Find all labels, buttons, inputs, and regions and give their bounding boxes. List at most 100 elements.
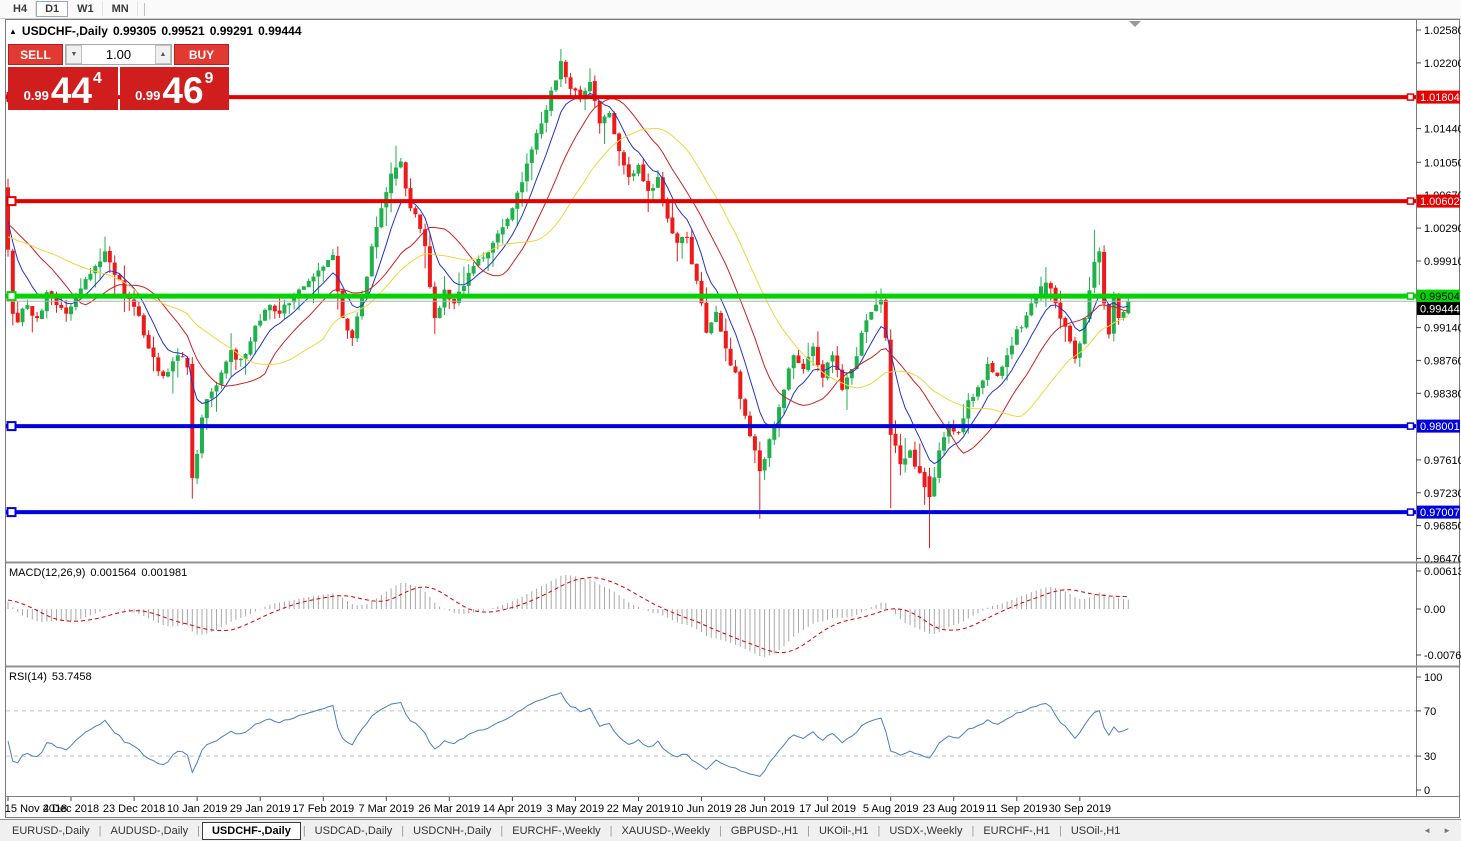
- tab-eurusd-daily[interactable]: EURUSD-,Daily: [12, 824, 90, 837]
- tab-separator: |: [197, 824, 200, 837]
- svg-text:0.99444: 0.99444: [1420, 304, 1460, 316]
- buy-price-display[interactable]: 0.99 46 9: [119, 67, 229, 110]
- ohlc-open: 0.99305: [112, 24, 157, 38]
- rsi-scale: 100 70 30 0: [1416, 672, 1442, 797]
- tab-separator: |: [500, 824, 504, 837]
- chart-shift-marker-icon: [1129, 21, 1141, 27]
- svg-text:0.97230: 0.97230: [1424, 488, 1461, 500]
- tab-audusd-daily[interactable]: AUDUSD-,Daily: [110, 824, 189, 837]
- timeframe-button-h4[interactable]: H4: [4, 1, 37, 17]
- svg-text:0.97007: 0.97007: [1420, 507, 1460, 519]
- svg-text:1.02580: 1.02580: [1424, 25, 1461, 37]
- svg-text:17 Jul 2019: 17 Jul 2019: [799, 803, 856, 815]
- svg-text:11 Sep 2019: 11 Sep 2019: [986, 803, 1048, 815]
- svg-text:1.02200: 1.02200: [1424, 58, 1461, 70]
- buy-button[interactable]: BUY: [174, 44, 229, 65]
- sell-price-pip: 4: [93, 70, 102, 87]
- chart-header: ▲ USDCHF-,Daily 0.99305 0.99521 0.99291 0.994…: [9, 24, 302, 38]
- svg-text:30: 30: [1424, 751, 1436, 763]
- tab-gbpusd-h1[interactable]: GBPUSD-,H1: [730, 824, 799, 837]
- svg-text:1.00290: 1.00290: [1424, 223, 1461, 235]
- timeframe-button-d1[interactable]: D1: [36, 1, 69, 17]
- timeframe-button-w1[interactable]: W1: [68, 1, 103, 17]
- candles-layer: [6, 49, 1131, 549]
- svg-text:5 Aug 2019: 5 Aug 2019: [863, 803, 919, 815]
- rsi-panel: [6, 692, 1416, 777]
- ma-slow-line: [7, 127, 1129, 418]
- svg-text:4 Dec 2018: 4 Dec 2018: [43, 803, 99, 815]
- tab-usdx-weekly[interactable]: USDX-,Weekly: [889, 824, 963, 837]
- toolbar-separator: [143, 2, 145, 16]
- buy-price-pip: 9: [204, 70, 214, 87]
- svg-text:28 Jun 2019: 28 Jun 2019: [734, 803, 795, 815]
- tab-scroll-left-icon[interactable]: ◄: [1423, 826, 1432, 835]
- svg-text:26 Mar 2019: 26 Mar 2019: [418, 803, 480, 815]
- ma-medium-line: [7, 98, 1129, 454]
- price-scale[interactable]: 1.025801.022001.014401.010501.006701.002…: [1416, 25, 1461, 566]
- sell-price-display[interactable]: 0.99 44 4: [8, 67, 118, 110]
- svg-text:10 Jun 2019: 10 Jun 2019: [671, 803, 732, 815]
- tab-xauusd-weekly[interactable]: XAUUSD-,Weekly: [621, 824, 710, 837]
- collapse-panel-arrow[interactable]: ▲: [9, 27, 17, 36]
- macd-value: 0.001564: [90, 567, 137, 579]
- svg-text:14 Apr 2019: 14 Apr 2019: [483, 803, 542, 815]
- svg-text:7 Mar 2019: 7 Mar 2019: [358, 803, 414, 815]
- svg-text:0.98380: 0.98380: [1424, 388, 1461, 400]
- horizontal-level-lines[interactable]: [6, 92, 1416, 518]
- chart-frame: [5, 19, 1460, 818]
- svg-text:0.99504: 0.99504: [1420, 291, 1460, 303]
- volume-increase-button[interactable]: ▲: [155, 45, 171, 64]
- timeframe-toolbar: H4 D1 W1 MN: [0, 0, 1461, 19]
- tab-separator: |: [609, 824, 613, 837]
- svg-text:0.00: 0.00: [1424, 604, 1445, 616]
- chart-tab-bar: EURUSD-,Daily | AUDUSD-,Daily | USDCHF-,Dail…: [0, 819, 1461, 841]
- svg-text:1.01440: 1.01440: [1424, 124, 1461, 136]
- svg-text:1.01804: 1.01804: [1420, 92, 1460, 104]
- ohlc-low: 0.99291: [209, 24, 254, 38]
- svg-text:0.97610: 0.97610: [1424, 455, 1461, 467]
- tab-eurchf-weekly[interactable]: EURCHF-,Weekly: [512, 824, 601, 837]
- svg-text:100: 100: [1424, 672, 1442, 684]
- svg-text:29 Jan 2019: 29 Jan 2019: [230, 803, 291, 815]
- sell-button[interactable]: SELL: [8, 44, 63, 65]
- svg-text:15 Nov 2018: 15 Nov 2018: [5, 803, 67, 815]
- tab-usoil-h1[interactable]: USOil-,H1: [1070, 824, 1121, 837]
- tab-usdcnh-daily[interactable]: USDCNH-,Daily: [413, 824, 492, 837]
- svg-text:1.01050: 1.01050: [1424, 157, 1461, 169]
- svg-text:0.96470: 0.96470: [1424, 554, 1461, 566]
- tab-scroll-right-icon[interactable]: ►: [1443, 826, 1451, 835]
- svg-text:0.98760: 0.98760: [1424, 355, 1461, 367]
- buy-price-prefix: 0.99: [135, 88, 161, 103]
- rsi-value: 53.7458: [51, 671, 92, 683]
- macd-panel: [7, 575, 1129, 657]
- tab-usdchf-daily[interactable]: USDCHF-,Daily: [201, 821, 301, 840]
- volume-input[interactable]: [82, 45, 155, 64]
- macd-label-row: MACD(12,26,9) 0.001564 0.001981: [9, 567, 192, 579]
- svg-text:0: 0: [1424, 785, 1430, 797]
- svg-text:0.96850: 0.96850: [1424, 521, 1461, 533]
- tab-ukoil-h1[interactable]: UKOil-,H1: [818, 824, 869, 837]
- timeframe-button-mn[interactable]: MN: [103, 1, 138, 17]
- volume-decrease-button[interactable]: ▼: [66, 45, 82, 64]
- svg-text:0.00613: 0.00613: [1424, 566, 1461, 578]
- svg-text:70: 70: [1424, 706, 1436, 718]
- tab-separator: |: [877, 824, 881, 837]
- chart-tabs: EURUSD-,Daily | AUDUSD-,Daily | USDCHF-,Dail…: [0, 820, 1413, 841]
- tab-usdcad-daily[interactable]: USDCAD-,Daily: [314, 824, 393, 837]
- tab-separator: |: [98, 824, 102, 837]
- svg-text:23 Aug 2019: 23 Aug 2019: [923, 803, 985, 815]
- svg-text:1.00602: 1.00602: [1420, 196, 1460, 208]
- macd-signal-value: 0.001981: [141, 567, 188, 579]
- tab-separator: |: [1058, 824, 1062, 837]
- volume-stepper: ▼ ▲: [65, 44, 172, 65]
- svg-text:0.98001: 0.98001: [1420, 421, 1460, 433]
- tab-scroll-controls: ◄ ►: [1413, 826, 1461, 835]
- rsi-label-row: RSI(14) 53.7458: [9, 671, 97, 683]
- tab-eurchf-h1[interactable]: EURCHF-,H1: [983, 824, 1050, 837]
- sell-price-prefix: 0.99: [23, 88, 49, 103]
